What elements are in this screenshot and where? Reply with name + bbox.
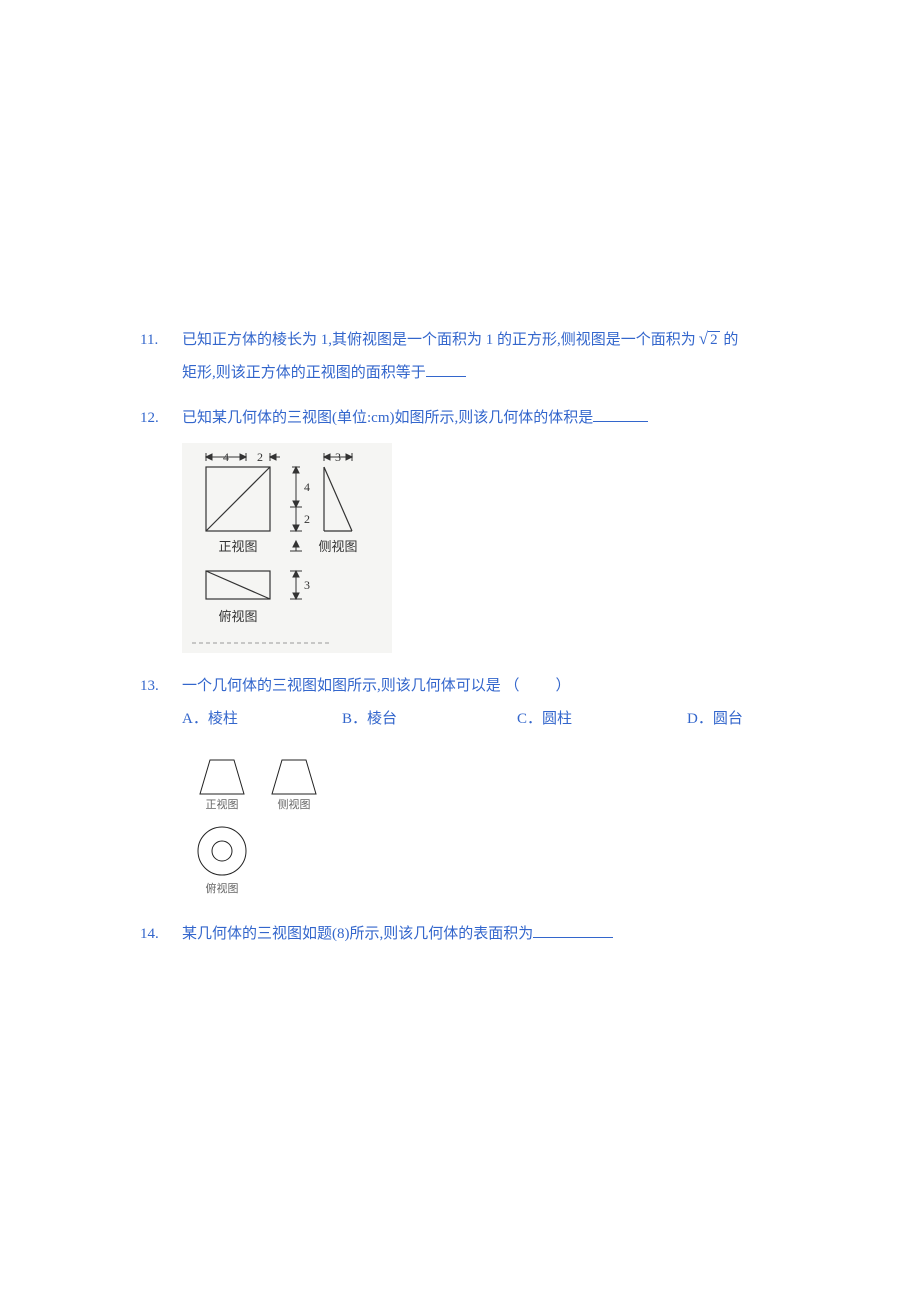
option-d: D．圆台 (687, 707, 743, 728)
question-14: 14. 某几何体的三视图如题(8)所示,则该几何体的表面积为 (140, 918, 830, 951)
question-body: 已知某几何体的三视图(单位:cm)如图所示,则该几何体的体积是 (182, 402, 830, 435)
question-body: 某几何体的三视图如题(8)所示,则该几何体的表面积为 (182, 918, 830, 951)
question-number: 11. (140, 332, 182, 349)
question-body: 已知正方体的棱长为 1,其俯视图是一个面积为 1 的正方形,侧视图是一个面积为 2… (182, 320, 830, 390)
front-view-label: 正视图 (206, 797, 239, 811)
question-text: 某几何体的三视图如题(8)所示,则该几何体的表面积为 (182, 926, 533, 942)
options-row: A．棱柱 B．棱台 C．圆柱 D．圆台 (182, 707, 830, 728)
question-11: 11. 已知正方体的棱长为 1,其俯视图是一个面积为 1 的正方形,侧视图是一个… (140, 320, 830, 390)
question-number: 12. (140, 410, 182, 427)
question-text-part2: 的 (720, 332, 739, 348)
question-12: 12. 已知某几何体的三视图(单位:cm)如图所示,则该几何体的体积是 (140, 402, 830, 658)
top-view-label: 俯视图 (218, 609, 257, 624)
option-b: B．棱台 (342, 707, 517, 728)
answer-blank (533, 923, 613, 938)
question-13: 13. 一个几何体的三视图如图所示,则该几何体可以是 （ ） A．棱柱 B．棱台… (140, 670, 830, 906)
dim-3: 3 (335, 450, 341, 464)
paren-blank: （ ） (505, 678, 573, 694)
side-view-label: 侧视图 (318, 539, 357, 554)
question-number: 13. (140, 678, 182, 695)
option-a: A．棱柱 (182, 707, 342, 728)
answer-blank (593, 407, 648, 422)
dim-h2: 2 (304, 512, 310, 526)
question-text-part1: 已知正方体的棱长为 1,其俯视图是一个面积为 1 的正方形,侧视图是一个面积为 (182, 332, 696, 348)
question-text: 已知某几何体的三视图(单位:cm)如图所示,则该几何体的体积是 (182, 410, 593, 426)
question-text: 一个几何体的三视图如图所示,则该几何体可以是 (182, 678, 501, 694)
three-view-figure-q13: 正视图 侧视图 俯视图 (182, 746, 830, 906)
option-c: C．圆柱 (517, 707, 687, 728)
three-view-figure-q12: 4 2 3 正视图 (182, 443, 830, 658)
question-body: 一个几何体的三视图如图所示,则该几何体可以是 （ ） (182, 670, 830, 703)
dim-4: 4 (223, 450, 229, 464)
side-view-label: 侧视图 (278, 797, 311, 811)
front-view-label: 正视图 (218, 539, 257, 554)
dim-2: 2 (257, 450, 263, 464)
dim-h3: 3 (304, 578, 310, 592)
top-view-label: 俯视图 (206, 881, 239, 895)
sqrt-symbol: 2 (696, 320, 720, 357)
dim-h4: 4 (304, 480, 310, 494)
question-text-line2: 矩形,则该正方体的正视图的面积等于 (182, 365, 426, 381)
sqrt-value: 2 (708, 331, 720, 348)
question-number: 14. (140, 926, 182, 943)
answer-blank (426, 362, 466, 377)
